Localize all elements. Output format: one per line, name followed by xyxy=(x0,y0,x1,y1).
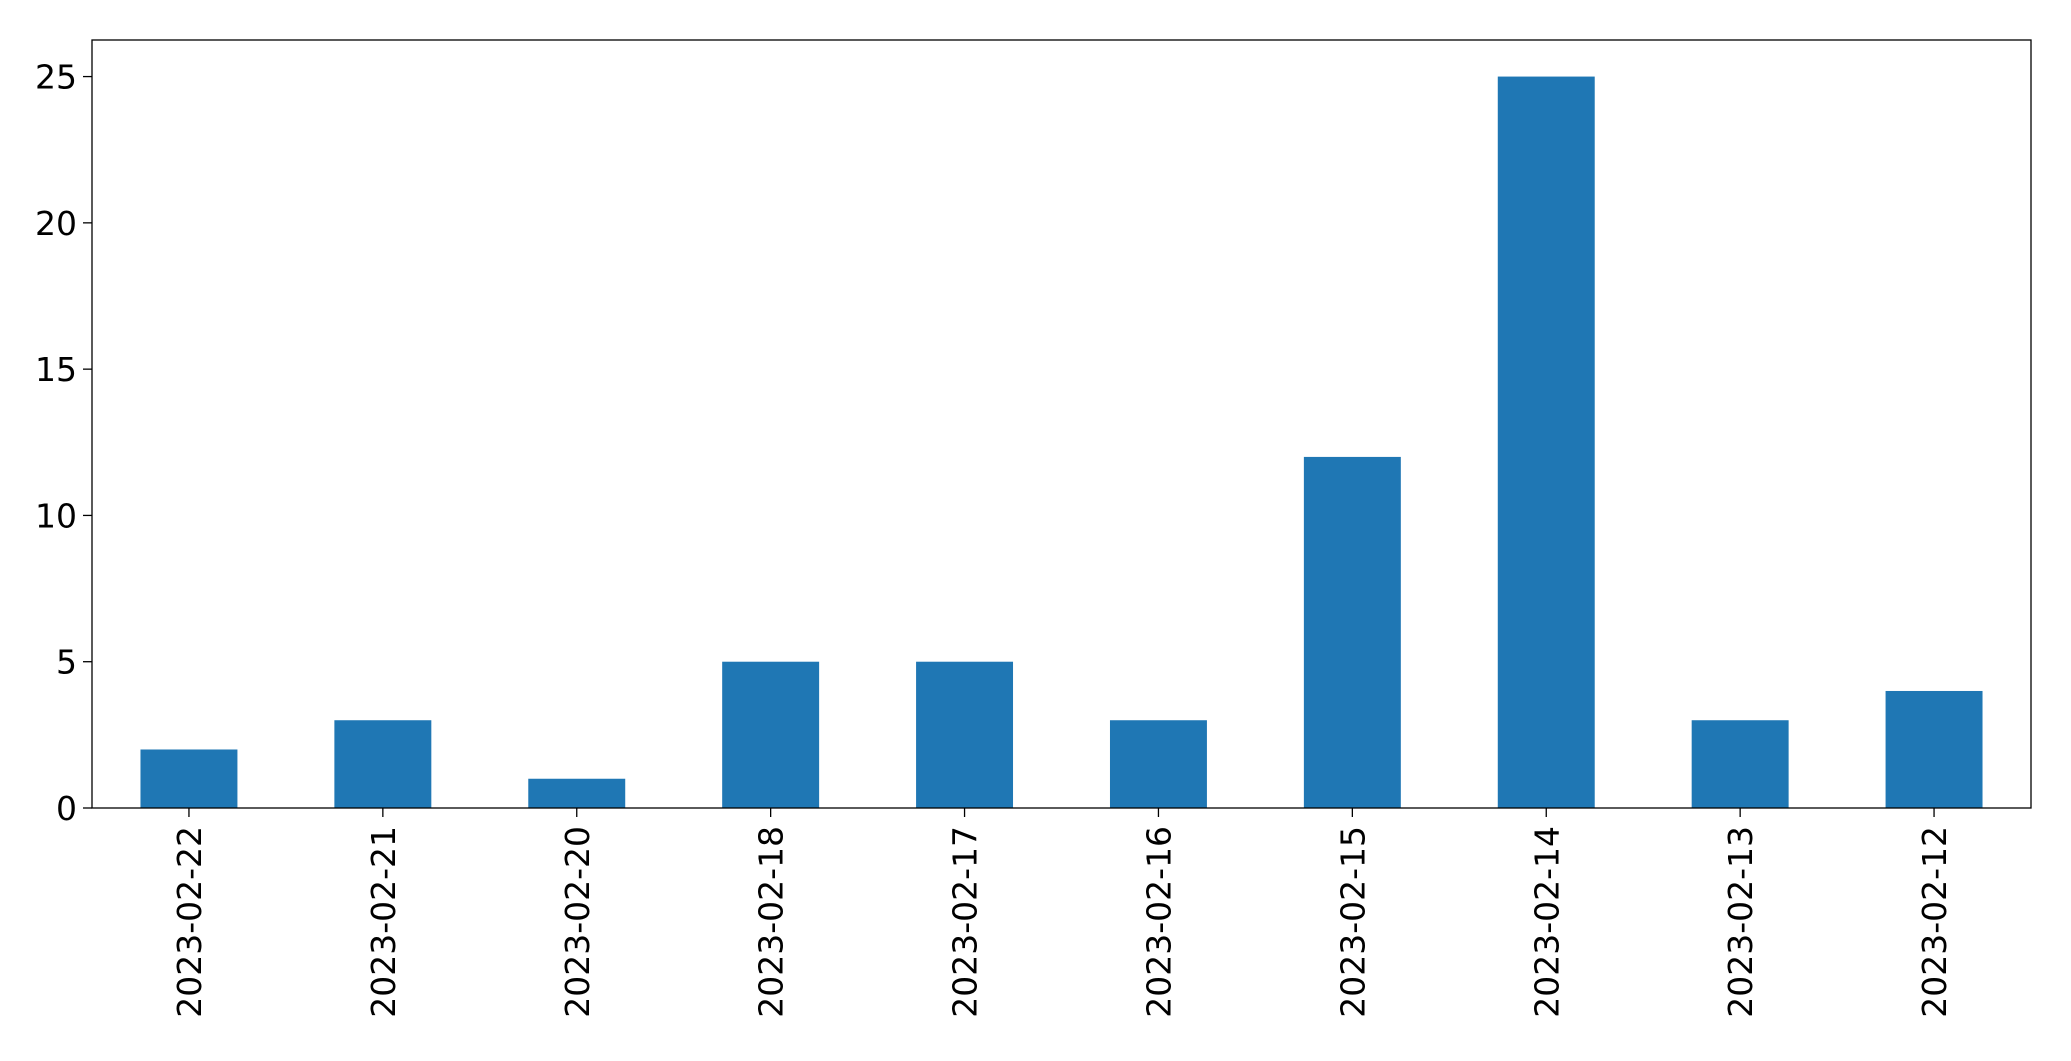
bar xyxy=(916,661,1014,808)
bar xyxy=(528,778,626,808)
bar xyxy=(1303,456,1401,808)
bar xyxy=(334,720,432,808)
x-tick-label: 2023-02-12 xyxy=(1915,826,1954,1018)
x-tick-label: 2023-02-15 xyxy=(1333,826,1372,1018)
x-tick-label: 2023-02-17 xyxy=(946,826,985,1018)
x-tick-label: 2023-02-16 xyxy=(1139,826,1178,1018)
y-tick-label: 10 xyxy=(35,496,77,535)
x-tick-label: 2023-02-14 xyxy=(1527,826,1566,1018)
bar xyxy=(722,661,820,808)
y-tick-label: 20 xyxy=(35,204,77,243)
y-tick-label: 25 xyxy=(35,58,77,97)
x-tick-label: 2023-02-21 xyxy=(364,826,403,1018)
bar xyxy=(1885,690,1983,808)
x-tick-label: 2023-02-18 xyxy=(752,826,791,1018)
x-tick-label: 2023-02-13 xyxy=(1721,826,1760,1018)
bar xyxy=(1109,720,1207,808)
bar xyxy=(1691,720,1789,808)
x-tick-label: 2023-02-22 xyxy=(170,826,209,1018)
y-tick-label: 0 xyxy=(56,789,77,828)
bar xyxy=(140,749,238,808)
plot-frame xyxy=(91,39,2032,809)
x-tick-label: 2023-02-20 xyxy=(558,826,597,1018)
y-tick-label: 5 xyxy=(56,643,77,682)
bar xyxy=(1497,76,1595,809)
y-tick-label: 15 xyxy=(35,350,77,389)
